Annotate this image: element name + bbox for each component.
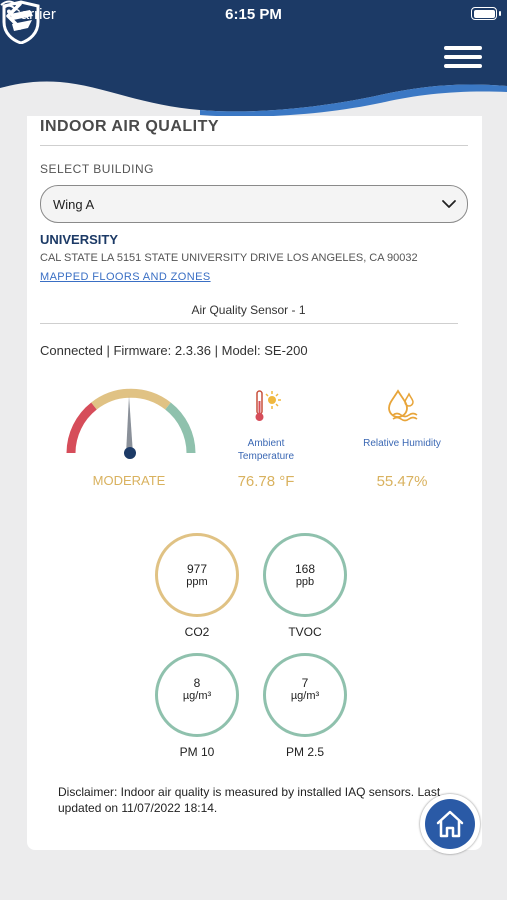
ambient-temperature-label: Ambient Temperature bbox=[237, 438, 295, 462]
home-button-inner bbox=[425, 799, 475, 849]
pm25-label: PM 2.5 bbox=[285, 745, 324, 759]
air-quality-status: MODERATE bbox=[92, 473, 166, 488]
pm10-value: 8 bbox=[193, 676, 201, 690]
home-icon bbox=[436, 810, 464, 838]
air-quality-gauge bbox=[66, 388, 196, 459]
tvoc-circle[interactable]: 168 ppb bbox=[263, 533, 347, 617]
pm25-circle[interactable]: 7 µg/m³ bbox=[263, 653, 347, 737]
tvoc-label: TVOC bbox=[288, 625, 322, 639]
tvoc-value: 168 bbox=[294, 562, 316, 576]
connection-status: Connected | Firmware: 2.3.36 | Model: SE… bbox=[40, 343, 308, 358]
university-address: CAL STATE LA 5151 STATE UNIVERSITY DRIVE… bbox=[40, 252, 418, 264]
home-button[interactable] bbox=[420, 794, 480, 854]
divider bbox=[40, 323, 458, 324]
tvoc-unit: ppb bbox=[295, 576, 315, 588]
app-header: Carrier 6:15 PM bbox=[0, 0, 507, 125]
battery-tip bbox=[499, 11, 501, 16]
pm10-circle[interactable]: 8 µg/m³ bbox=[155, 653, 239, 737]
content-card: INDOOR AIR QUALITY SELECT BUILDING Wing … bbox=[27, 116, 482, 850]
divider bbox=[40, 145, 468, 146]
battery-icon bbox=[471, 7, 497, 20]
university-name: UNIVERSITY bbox=[40, 232, 119, 247]
ambient-temperature-value: 76.78 °F bbox=[237, 473, 295, 490]
disclaimer-text: Disclaimer: Indoor air quality is measur… bbox=[58, 785, 441, 815]
pm10-unit: µg/m³ bbox=[182, 690, 212, 702]
building-dropdown[interactable]: Wing A bbox=[40, 185, 468, 223]
sensor-name[interactable]: Air Quality Sensor - 1 bbox=[191, 303, 306, 317]
co2-circle[interactable]: 977 ppm bbox=[155, 533, 239, 617]
pm25-value: 7 bbox=[301, 676, 309, 690]
thermometer-sun-icon bbox=[255, 390, 281, 421]
header-wave bbox=[0, 0, 507, 117]
humidity-drop-icon bbox=[388, 389, 418, 422]
chevron-down-icon bbox=[442, 200, 456, 208]
relative-humidity-value: 55.47% bbox=[376, 473, 428, 490]
relative-humidity-label: Relative Humidity bbox=[363, 438, 441, 449]
co2-label: CO2 bbox=[184, 625, 210, 639]
shield-logo-icon bbox=[2, 0, 40, 44]
carrier-label: Carrier bbox=[10, 6, 56, 23]
status-bar: Carrier 6:15 PM bbox=[0, 0, 507, 30]
pm25-unit: µg/m³ bbox=[290, 690, 320, 702]
building-dropdown-value: Wing A bbox=[53, 197, 95, 212]
menu-icon[interactable] bbox=[444, 46, 482, 74]
page-title: INDOOR AIR QUALITY bbox=[40, 118, 220, 135]
mapped-floors-link[interactable]: MAPPED FLOORS AND ZONES bbox=[40, 271, 211, 283]
clock: 6:15 PM bbox=[225, 6, 282, 23]
co2-unit: ppm bbox=[186, 576, 208, 588]
co2-value: 977 bbox=[186, 562, 208, 576]
pm10-label: PM 10 bbox=[179, 745, 215, 759]
select-building-label: SELECT BUILDING bbox=[40, 162, 154, 176]
